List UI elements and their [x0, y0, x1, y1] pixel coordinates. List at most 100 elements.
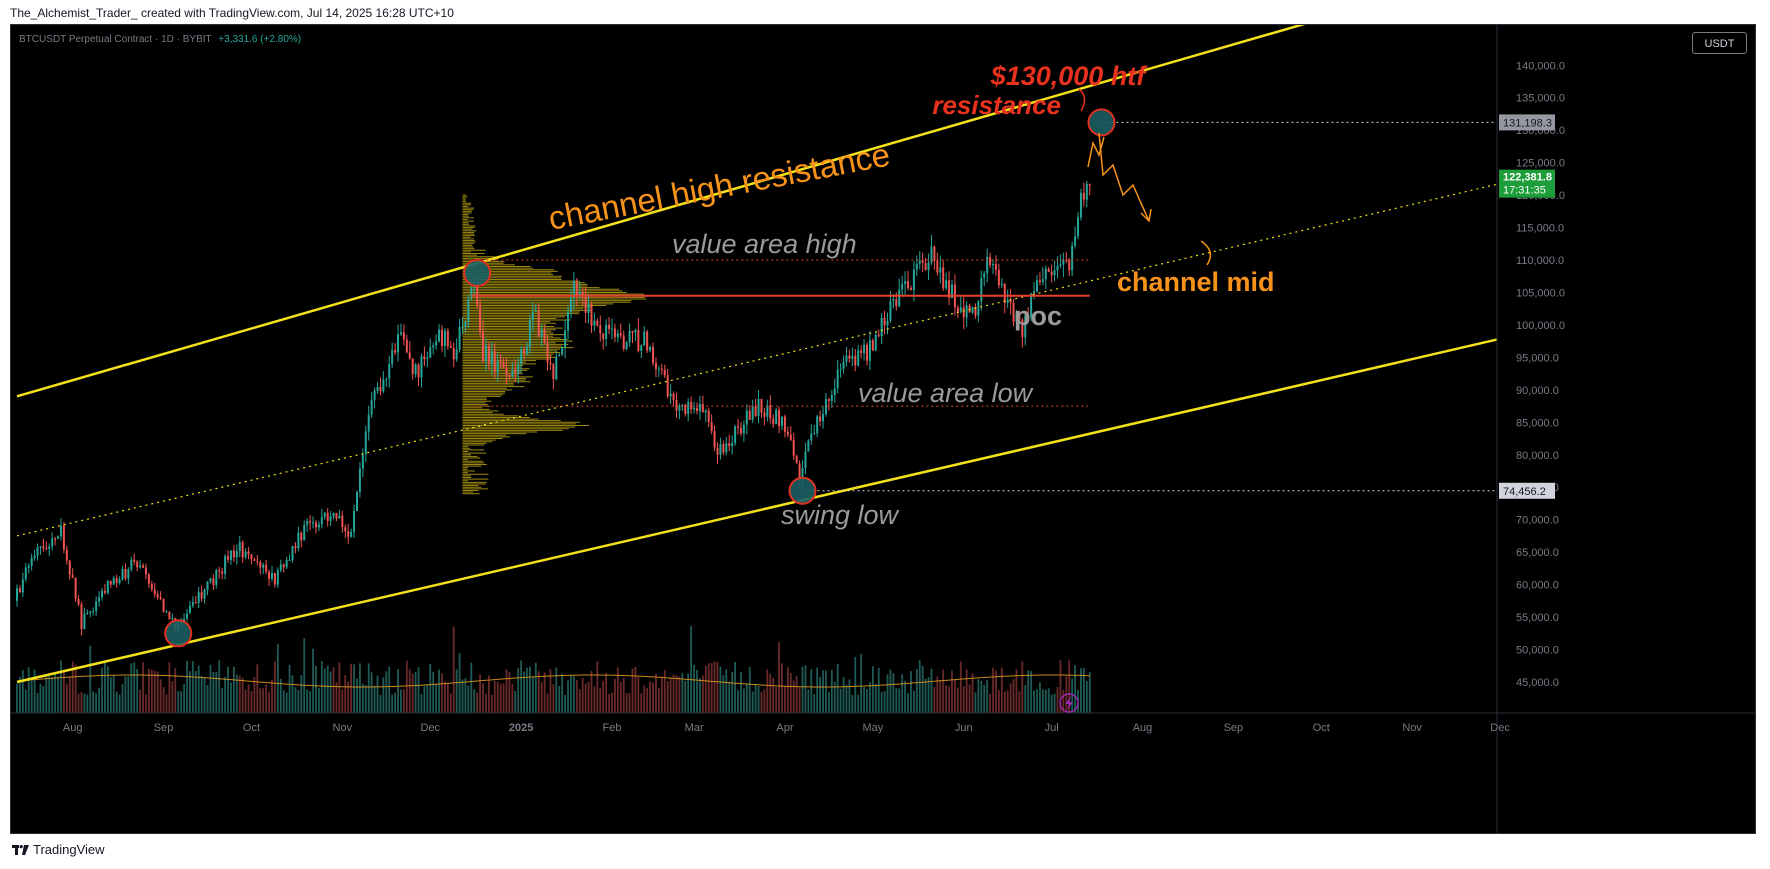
volume-bar: [725, 669, 728, 713]
candle-body: [221, 571, 224, 574]
pivot-circle: [1087, 108, 1116, 137]
currency-button[interactable]: USDT: [1692, 32, 1747, 54]
candle-body: [241, 542, 244, 558]
candle: [631, 330, 634, 344]
volume-bar: [860, 654, 863, 713]
volume-bar: [663, 670, 666, 713]
candle: [165, 609, 168, 613]
volume-bar: [936, 676, 939, 713]
volume-bar: [65, 683, 68, 713]
candle-body: [992, 263, 995, 266]
volume-bar: [892, 673, 895, 713]
candle-body: [868, 340, 871, 361]
candle: [965, 301, 968, 327]
volume-bar: [250, 691, 253, 713]
price-tick-label: 140,000.0: [1516, 60, 1565, 72]
volume-bar: [359, 663, 361, 713]
candle-body: [804, 451, 807, 468]
candle-body: [684, 404, 687, 414]
candle: [555, 350, 558, 381]
volume-bar: [710, 662, 713, 713]
price-tick-label: 65,000.0: [1516, 547, 1559, 559]
candle-body: [150, 583, 153, 590]
candle-body: [537, 310, 540, 337]
volume-bar: [977, 679, 980, 713]
candle-body: [722, 443, 725, 453]
candle-body: [80, 604, 83, 630]
price-tick-label: 50,000.0: [1516, 645, 1559, 657]
candle: [1088, 183, 1091, 196]
resistance-pointer: [1078, 88, 1086, 112]
symbol-info[interactable]: BTCUSDT Perpetual Contract · 1D · BYBIT …: [19, 34, 301, 45]
volume-bar: [300, 675, 303, 713]
volume-bar: [183, 683, 185, 713]
candle: [440, 325, 443, 352]
volume-bar: [104, 662, 106, 713]
volume-bar: [1050, 694, 1053, 713]
volume-bar: [317, 688, 320, 713]
candle: [432, 342, 435, 355]
candle: [909, 285, 912, 291]
candle-body: [842, 361, 845, 369]
volume-bar: [687, 673, 690, 713]
volume-bar: [962, 686, 965, 713]
candle-body: [21, 579, 24, 593]
volume-bar: [156, 671, 159, 713]
candle-body: [402, 332, 405, 340]
candle-body: [224, 555, 227, 574]
chart-frame[interactable]: channel high resistance $130,000 htf resis…: [10, 24, 1756, 834]
volume-bar: [279, 678, 282, 713]
time-tick-label: May: [862, 722, 883, 734]
candle: [446, 328, 449, 350]
volume-bar: [1000, 667, 1003, 713]
candle-body: [737, 426, 740, 428]
candle-body: [147, 574, 150, 584]
volume-bar: [731, 672, 734, 713]
candle-body: [707, 410, 710, 423]
volume-bar: [147, 668, 150, 713]
candle-body: [848, 355, 851, 359]
candle: [224, 554, 227, 580]
pivot-circle: [463, 258, 492, 287]
candle-body: [889, 300, 892, 321]
candle-body: [822, 414, 825, 422]
candle-body: [860, 350, 863, 354]
volume-bar: [487, 675, 490, 713]
tradingview-brand[interactable]: TradingView: [12, 842, 105, 857]
volume-bar: [162, 686, 165, 713]
candle: [136, 560, 139, 572]
volume-bar: [652, 682, 654, 713]
candle-body: [986, 256, 989, 274]
candle: [118, 576, 121, 585]
volume-bar: [757, 686, 760, 713]
candle-body: [1033, 291, 1036, 294]
volume-bar: [581, 677, 584, 713]
volume-bar: [238, 675, 241, 713]
candle: [983, 271, 986, 287]
candle-body: [877, 334, 880, 337]
volume-bar: [789, 672, 792, 713]
symbol-name[interactable]: BTCUSDT Perpetual Contract · 1D · BYBIT: [19, 34, 212, 45]
time-tick-label: 2025: [509, 722, 533, 734]
volume-bar: [1041, 689, 1044, 713]
volume-bar: [109, 677, 112, 713]
candle-body: [229, 550, 232, 560]
price-chart[interactable]: channel high resistance $130,000 htfresis…: [11, 25, 1755, 833]
volume-bar: [625, 693, 628, 713]
candle-body: [845, 355, 848, 362]
candle-body: [1044, 268, 1047, 280]
volume-bar: [1062, 689, 1065, 713]
candle: [484, 337, 487, 372]
volume-bar: [353, 664, 355, 713]
candle: [863, 339, 866, 361]
candle-body: [235, 550, 238, 558]
price-tick-label: 110,000.0: [1516, 255, 1564, 267]
volume-bar: [197, 665, 200, 713]
candle-body: [153, 589, 156, 595]
candle: [320, 508, 323, 529]
candle: [100, 587, 103, 601]
candle: [854, 349, 857, 372]
candle-body: [373, 390, 376, 400]
volume-bar: [458, 653, 461, 713]
candle-body: [27, 565, 30, 568]
